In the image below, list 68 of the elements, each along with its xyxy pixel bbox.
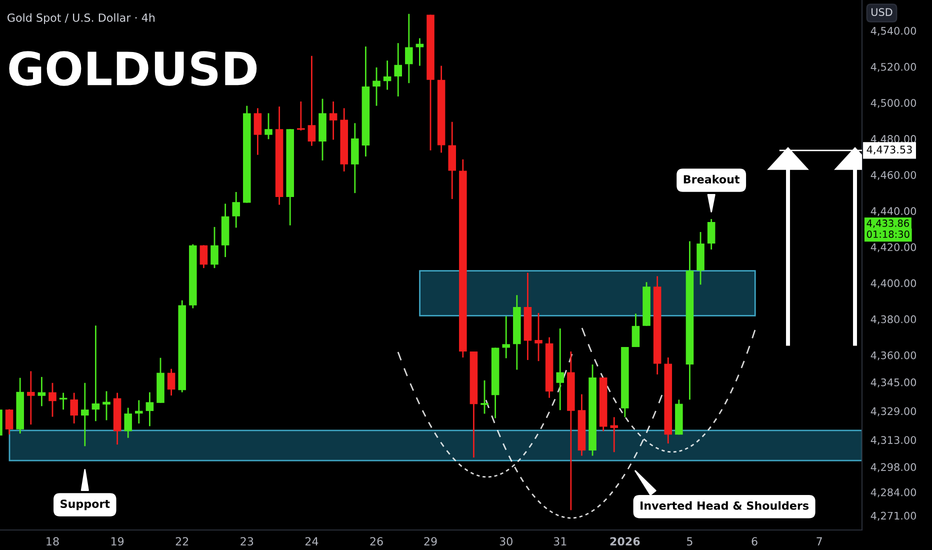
candlestick [135,400,143,424]
candlestick [254,107,262,156]
candlestick [167,368,176,396]
candlestick [394,42,402,98]
y-tick-label: 4,520.00 [870,62,916,72]
ref-line-label: 4,473.53 [866,146,912,155]
candlestick [38,376,46,407]
y-tick-label: 4,284.00 [870,488,916,498]
candlestick [70,392,78,424]
candlestick [329,100,338,140]
annotation: Inverted Head & Shoulders [640,501,809,510]
x-tick-label: 2026 [610,537,640,546]
y-tick-label: 4,298.00 [870,463,916,472]
x-tick-label: 29 [424,537,437,546]
y-tick-label: 4,500.00 [870,98,916,108]
candlestick [102,390,110,421]
x-tick-label: 18 [46,537,59,546]
y-tick-label: 4,271.00 [870,512,916,521]
x-tick-label: 24 [305,537,318,546]
candlestick [610,416,618,453]
x-tick-label: 19 [111,537,124,546]
candlestick [92,324,100,422]
x-tick-label: 31 [554,537,566,546]
annotation: Breakout [684,174,740,184]
candlestick [146,392,154,427]
text: 01:18:30 [866,230,910,238]
candlestick [59,392,68,410]
candlestick [5,408,14,436]
y-tick-label: 4,313.00 [870,436,916,446]
x-tick-label: 22 [176,537,188,546]
candlestick [383,60,392,90]
text: Gold Spot / U.S. Dollar · 4h [8,13,154,24]
candlestick [297,100,305,132]
x-tick-label: 5 [687,537,692,546]
candlestick [405,13,413,84]
text: GOLDUSD [9,51,257,86]
candlestick [534,312,542,362]
x-tick-label: 7 [816,537,822,546]
y-tick-label: 4,345.00 [870,378,916,388]
y-tick-label: 4,360.00 [870,351,916,360]
y-tick-label: 4,460.00 [870,171,916,180]
y-tick-label: 4,420.00 [870,243,916,252]
text: 4,433.86 [866,220,909,228]
y-tick-label: 4,540.00 [870,26,916,36]
y-axis-title: USD [872,8,892,16]
y-tick-label: 4,480.00 [870,135,916,144]
candlestick [210,226,218,269]
x-tick-label: 6 [752,537,758,546]
y-tick-label: 4,440.00 [870,207,916,216]
candlestick [707,218,716,250]
candlestick [308,55,316,147]
annotation: Support [60,500,110,510]
candlestick [124,407,132,439]
candlestick [264,112,272,140]
candlestick [27,370,35,426]
x-tick-label: 23 [240,537,254,546]
y-tick-label: 4,329.00 [870,407,916,416]
candlestick [502,316,510,359]
y-tick-label: 4,380.00 [870,315,916,324]
candlestick [81,382,89,447]
x-tick-label: 26 [370,537,383,546]
candlestick [632,312,640,348]
candlestick [48,382,56,418]
x-tick-label: 30 [500,537,512,546]
candlestick [200,244,208,269]
y-tick-label: 4,400.00 [870,279,916,288]
candlestick [372,66,380,107]
candlestick [232,191,240,228]
